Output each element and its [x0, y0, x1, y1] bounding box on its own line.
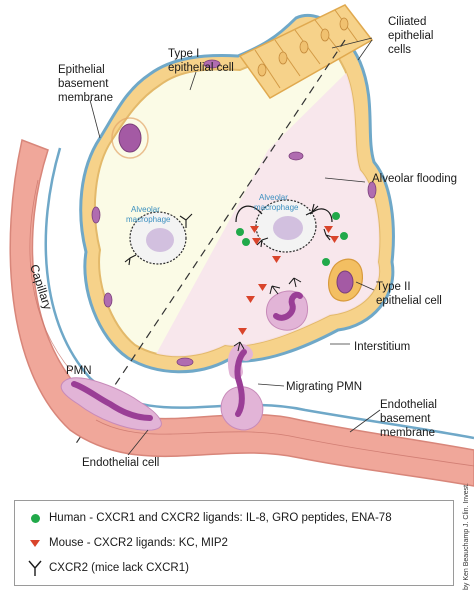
svg-text:epithelial cell: epithelial cell: [376, 295, 442, 307]
label-interstitium: Interstitium: [354, 341, 410, 353]
svg-text:Type I: Type I: [168, 48, 199, 60]
legend-item-mouse: Mouse - CXCR2 ligands: KC, MIP2: [27, 534, 228, 552]
label-macrophage-right: Alveolar macrophage: [254, 193, 299, 212]
secretion-arrows: [235, 205, 333, 223]
svg-text:membrane: membrane: [58, 92, 113, 104]
receptor-y-icon: [27, 560, 43, 576]
label-ciliated: Ciliated epithelial cells: [388, 16, 433, 56]
svg-text:Ciliated: Ciliated: [388, 16, 426, 28]
label-alveolar-flooding: Alveolar flooding: [372, 173, 457, 185]
legend-text-receptor: CXCR2 (mice lack CXCR1): [49, 562, 189, 574]
svg-text:epithelial cell: epithelial cell: [168, 62, 234, 74]
migrating-pmn-lower: [220, 341, 264, 431]
ligand-green-circles: [236, 212, 348, 266]
svg-text:Alveolar: Alveolar: [259, 193, 288, 202]
svg-text:epithelial: epithelial: [388, 30, 433, 42]
red-triangle-icon: [27, 535, 43, 551]
svg-text:basement: basement: [380, 413, 431, 425]
green-circle-icon: [27, 510, 43, 526]
leader-lines: [89, 37, 381, 456]
alveolar-macrophage-left: [129, 211, 187, 265]
label-type1: Type I epithelial cell: [168, 48, 234, 74]
epithelial-nuclei: [91, 59, 377, 367]
pmn-in-capillary: [60, 377, 162, 431]
label-macrophage-left: Alveolar macrophage: [126, 205, 171, 224]
svg-text:membrane: membrane: [380, 427, 435, 439]
legend-text-mouse: Mouse - CXCR2 ligands: KC, MIP2: [49, 537, 228, 549]
legend-item-receptor: CXCR2 (mice lack CXCR1): [27, 559, 189, 577]
svg-text:basement: basement: [58, 78, 109, 90]
type1-cell-nucleus: [118, 123, 142, 153]
label-pmn: PMN: [66, 365, 92, 377]
svg-text:Type II: Type II: [376, 281, 411, 293]
svg-text:Endothelial: Endothelial: [380, 399, 437, 411]
credit-text: by Ken Beauchamp J. Clin. Invest.: [463, 483, 470, 590]
legend-item-human: Human - CXCR1 and CXCR2 ligands: IL-8, G…: [27, 509, 392, 527]
svg-text:Epithelial: Epithelial: [58, 64, 105, 76]
divider-dashed-line: [74, 39, 346, 446]
legend-text-human: Human - CXCR1 and CXCR2 ligands: IL-8, G…: [49, 512, 392, 524]
svg-text:macrophage: macrophage: [126, 215, 171, 224]
legend-box: Human - CXCR1 and CXCR2 ligands: IL-8, G…: [14, 500, 454, 586]
svg-text:macrophage: macrophage: [254, 203, 299, 212]
migrating-pmn-upper: [266, 277, 308, 331]
svg-text:Alveolar: Alveolar: [131, 205, 160, 214]
ligand-red-triangles: [238, 226, 339, 335]
label-type2: Type II epithelial cell: [376, 281, 442, 307]
svg-text:cells: cells: [388, 44, 411, 56]
label-epithelial-membrane: Epithelial basement membrane: [58, 64, 113, 104]
endothelial-basement-membrane: [44, 147, 474, 440]
label-endothelial-membrane: Endothelial basement membrane: [380, 399, 437, 439]
label-endothelial-cell: Endothelial cell: [82, 457, 159, 469]
label-migrating-pmn: Migrating PMN: [286, 381, 362, 393]
